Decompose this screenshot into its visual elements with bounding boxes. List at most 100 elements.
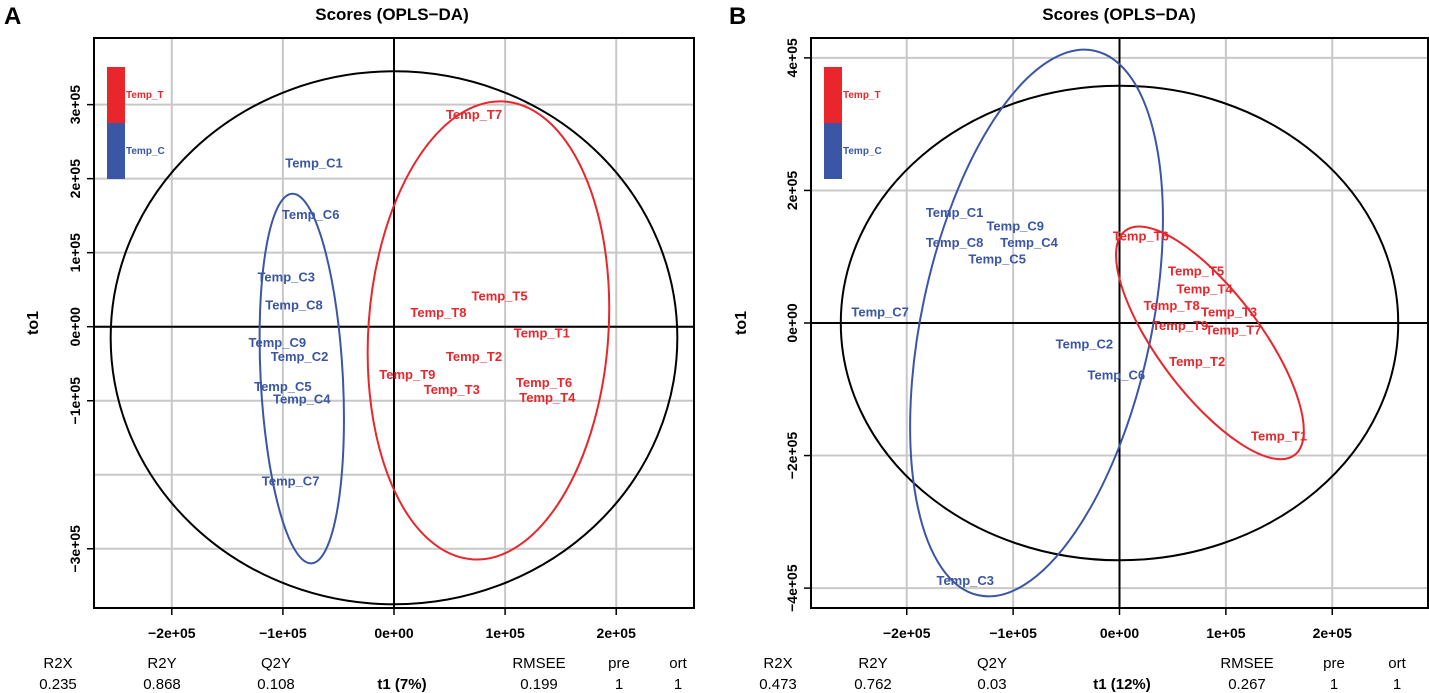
point-label: Temp_T9 — [1152, 318, 1208, 333]
point-label: Temp_T1 — [1251, 428, 1307, 443]
model-stats: R2X 0.473 R2Y 0.762 Q2Y 0.03 RMSEE 0.267 pre 1 ort… — [759, 655, 1406, 693]
x-axis-label: t1 (12%) — [1093, 676, 1151, 693]
stat-header: R2Y — [147, 655, 176, 672]
stat-value: 0.473 — [759, 676, 797, 693]
legend: Temp_T Temp_C — [824, 67, 882, 179]
stat-header: Q2Y — [261, 655, 291, 672]
point-label: Temp_C6 — [1088, 367, 1146, 382]
ellipse-overall — [839, 84, 1400, 562]
legend-swatch-temp-t — [107, 67, 125, 123]
plot-area: Temp_T7 Temp_T5 Temp_T8 Temp_T1 Temp_T2 Temp_… — [94, 38, 694, 608]
ellipse-temp_c — [909, 48, 1164, 598]
panel-letter: A — [4, 3, 21, 30]
point-label: Temp_C4 — [1000, 235, 1058, 250]
stat-value: 0.762 — [854, 676, 892, 693]
x-tick-label: −2e+05 — [883, 625, 931, 641]
stat-value: 1 — [674, 676, 682, 693]
y-tick-label: 0e+00 — [67, 307, 83, 347]
legend-swatch-temp-c — [107, 123, 125, 179]
point-label: Temp_T5 — [1168, 263, 1224, 278]
point-label: Temp_C6 — [282, 207, 340, 222]
stat-header: RMSEE — [1220, 655, 1273, 672]
point-label: Temp_C9 — [986, 218, 1044, 233]
point-label: Temp_T7 — [446, 107, 502, 122]
point-label: Temp_C5 — [968, 251, 1026, 266]
legend-label: Temp_T — [843, 90, 881, 101]
chart-title: Scores (OPLS−DA) — [1042, 5, 1196, 24]
point-label: Temp_T1 — [514, 326, 570, 341]
point-label: Temp_T5 — [472, 289, 528, 304]
y-tick-label: 2e+05 — [784, 171, 800, 211]
legend-label: Temp_C — [126, 146, 165, 157]
x-tick-label: 2e+05 — [1313, 625, 1353, 641]
point-label: Temp_C2 — [1056, 336, 1114, 351]
y-axis-label: to1 — [733, 311, 750, 335]
panel-letter: B — [729, 3, 746, 30]
point-label: Temp_C3 — [936, 573, 994, 588]
point-label: Temp_T3 — [424, 382, 480, 397]
stat-header: RMSEE — [512, 655, 565, 672]
stat-header: ort — [669, 655, 687, 672]
x-tick-label: 1e+05 — [1206, 625, 1246, 641]
y-tick-label: 4e+05 — [784, 38, 800, 78]
stat-value: 0.108 — [257, 676, 295, 693]
ellipse-temp_c — [258, 192, 345, 565]
point-label: Temp_T8 — [1144, 298, 1200, 313]
point-label: Temp_C5 — [254, 379, 312, 394]
ellipse-temp_t — [366, 100, 611, 561]
point-label: Temp_C7 — [262, 474, 320, 489]
stat-value: 0.267 — [1228, 676, 1266, 693]
point-label: Temp_T4 — [1177, 281, 1234, 296]
point-label: Temp_T8 — [410, 305, 466, 320]
y-tick-label: −2e+05 — [784, 432, 800, 480]
legend-label: Temp_T — [126, 90, 164, 101]
ellipse-temp_t — [1115, 225, 1305, 461]
point-label: Temp_C2 — [271, 349, 329, 364]
stat-value: 1 — [615, 676, 623, 693]
model-stats: R2X 0.235 R2Y 0.868 Q2Y 0.108 RMSEE 0.199 pre 1 or… — [39, 655, 687, 693]
x-axis-label: t1 (7%) — [377, 676, 426, 693]
stat-value: 0.199 — [520, 676, 558, 693]
point-label: Temp_T2 — [446, 349, 502, 364]
point-label: Temp_C8 — [926, 235, 984, 250]
y-tick-label: −3e+05 — [67, 525, 83, 573]
stat-header: R2X — [43, 655, 72, 672]
point-label: Temp_T6 — [516, 375, 572, 390]
x-tick-label: 0e+00 — [1100, 625, 1140, 641]
point-label: Temp_C3 — [257, 269, 315, 284]
point-label: Temp_C1 — [926, 205, 984, 220]
stat-header: pre — [1323, 655, 1345, 672]
y-axis-label: to1 — [25, 311, 42, 335]
x-tick-label: −1e+05 — [989, 625, 1037, 641]
y-tick-label: 2e+05 — [67, 159, 83, 199]
point-label: Temp_T3 — [1201, 304, 1257, 319]
point-label: Temp_T2 — [1169, 354, 1225, 369]
chart-title: Scores (OPLS−DA) — [315, 5, 469, 24]
stat-header: R2X — [763, 655, 792, 672]
stat-value: 0.03 — [977, 676, 1006, 693]
x-tick-label: 1e+05 — [485, 625, 525, 641]
legend-swatch-temp-c — [824, 123, 842, 179]
y-tick-label: 1e+05 — [67, 233, 83, 273]
legend: Temp_T Temp_C — [107, 67, 165, 179]
panel-a: A Scores (OPLS−DA)Temp_T7Temp_T5Temp_T8Te… — [4, 3, 695, 693]
stat-value: 0.235 — [39, 676, 77, 693]
point-label: Temp_C8 — [265, 297, 323, 312]
stat-header: ort — [1388, 655, 1406, 672]
x-tick-label: 2e+05 — [597, 625, 637, 641]
point-label: Temp_C4 — [273, 391, 331, 406]
legend-label: Temp_C — [843, 146, 882, 157]
ellipse-overall — [109, 70, 679, 606]
stat-value: 1 — [1393, 676, 1401, 693]
point-label: Temp_T9 — [379, 367, 435, 382]
stat-header: pre — [608, 655, 630, 672]
stat-value: 1 — [1330, 676, 1338, 693]
point-label: Temp_T4 — [519, 390, 576, 405]
x-tick-label: −1e+05 — [259, 625, 307, 641]
x-tick-label: −2e+05 — [148, 625, 196, 641]
point-label: Temp_C9 — [249, 335, 307, 350]
y-tick-label: −4e+05 — [784, 564, 800, 612]
stat-value: 0.868 — [143, 676, 181, 693]
